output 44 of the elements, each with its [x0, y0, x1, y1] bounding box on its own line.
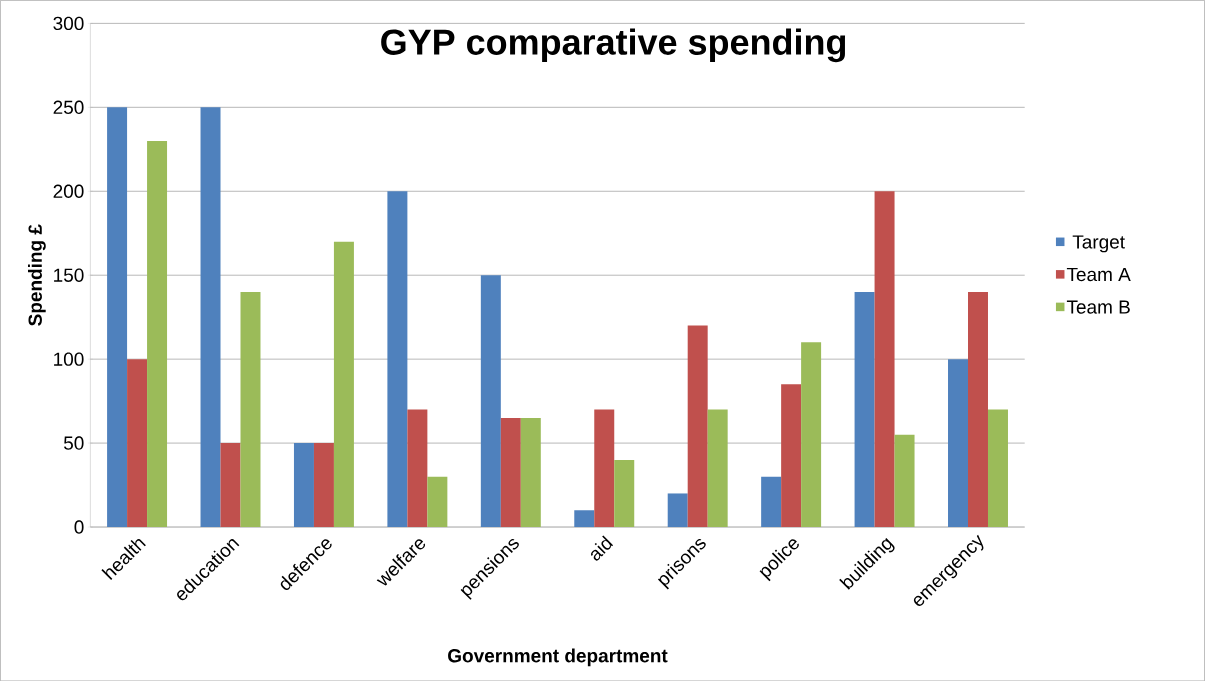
bar: [801, 342, 822, 527]
bar: [313, 442, 334, 527]
legend-label: Target: [1072, 235, 1125, 253]
x-axis-title: Government department: [448, 648, 668, 667]
bar: [874, 191, 895, 527]
bar: [147, 140, 168, 527]
bar: [594, 409, 615, 527]
bar: [500, 417, 521, 527]
bar: [687, 325, 708, 527]
y-tick-label: 150: [54, 268, 84, 282]
bar: [427, 476, 448, 527]
bar: [854, 291, 875, 527]
x-tick-label: aid: [591, 535, 614, 561]
bar: [614, 459, 635, 527]
bar: [781, 384, 802, 527]
bar: [520, 417, 541, 527]
bar: [387, 191, 408, 527]
chart-title: GYP comparative spending: [381, 28, 846, 62]
bar: [948, 358, 968, 527]
y-tick-label: 200: [53, 184, 84, 198]
y-tick-label: 50: [63, 436, 84, 450]
bar: [407, 409, 428, 527]
bar: [480, 275, 501, 527]
bar: [127, 358, 148, 527]
bar: [894, 434, 915, 527]
y-axis-title: Spending £: [28, 224, 46, 326]
y-tick-label: 0: [74, 520, 84, 534]
bar: [707, 409, 728, 527]
bar: [200, 107, 221, 527]
legend-label: Team A: [1066, 267, 1131, 282]
bar: [968, 291, 988, 527]
bar: [667, 493, 688, 527]
bar: [220, 442, 241, 527]
bar: [333, 241, 354, 527]
bar: [240, 291, 261, 527]
legend-label: Team B: [1066, 300, 1130, 314]
y-tick-label: 250: [53, 100, 84, 114]
bar: [987, 409, 1008, 527]
bar: [761, 476, 782, 527]
bar: [293, 442, 314, 527]
y-tick-label: 100: [54, 352, 84, 366]
bar: [574, 510, 595, 527]
y-tick-label: 300: [53, 16, 84, 30]
bar: [107, 107, 128, 527]
